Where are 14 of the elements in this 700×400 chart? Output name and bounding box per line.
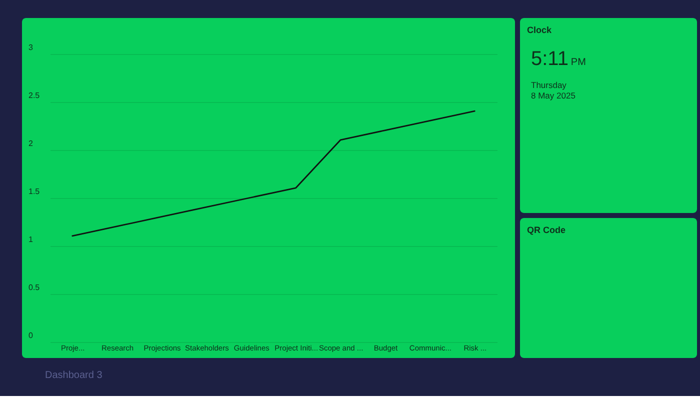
text: 5:11 — [531, 48, 568, 70]
text: QR Code — [527, 225, 566, 235]
y-tick-label: 2.5 — [28, 91, 40, 100]
text: Dashboard 3 — [45, 370, 103, 381]
y-tick-label: 0.5 — [28, 283, 40, 292]
text: Clock — [527, 25, 553, 35]
text: PM — [570, 57, 586, 68]
text: Thursday — [531, 80, 568, 90]
y-tick-label: 1.5 — [28, 187, 40, 196]
y-tick-label: 0 — [28, 331, 34, 340]
y-tick-label: 2 — [28, 139, 34, 148]
text: 8 May 2025 — [531, 90, 576, 100]
y-tick-label: 1 — [28, 235, 34, 244]
y-tick-label: 3 — [28, 43, 34, 52]
